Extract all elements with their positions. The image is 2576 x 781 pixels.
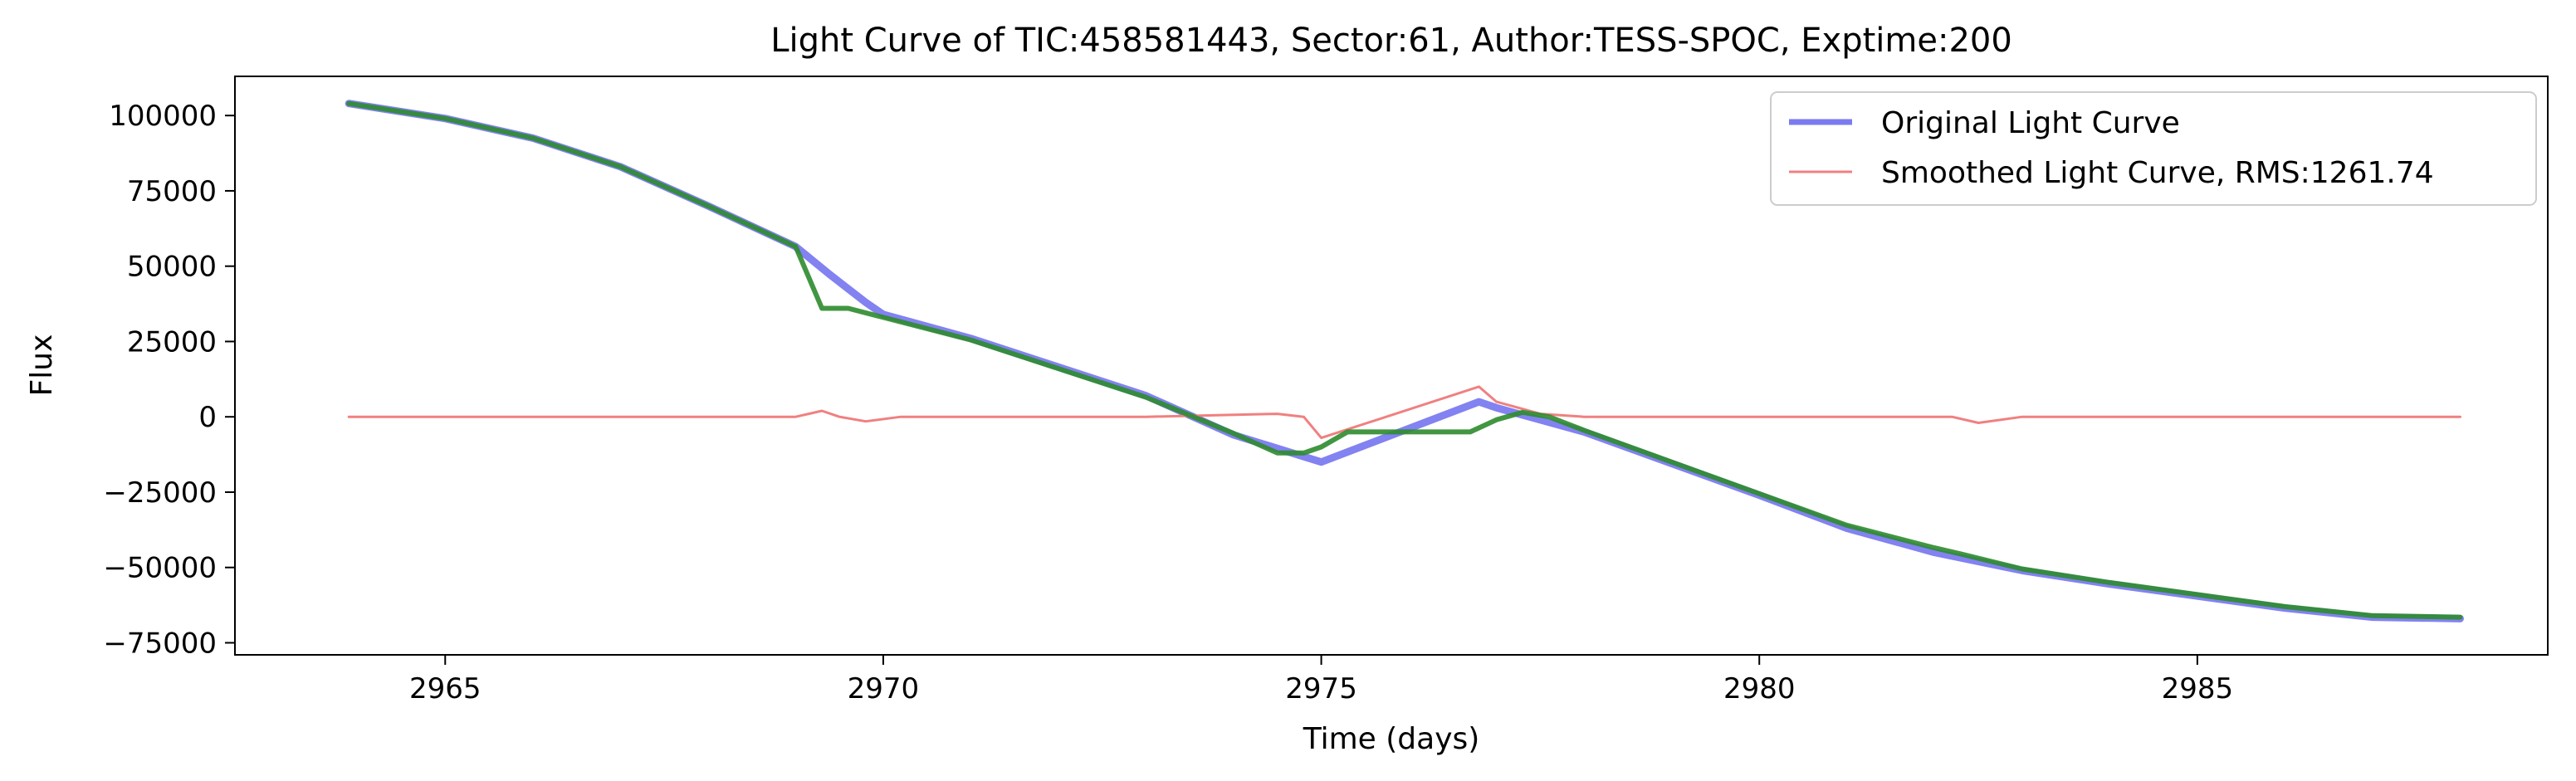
x-tick-label: 2975 bbox=[1285, 672, 1357, 705]
y-tick-label: −75000 bbox=[103, 627, 217, 660]
x-tick-label: 2970 bbox=[848, 672, 920, 705]
series-layer bbox=[345, 100, 2464, 622]
legend-box bbox=[1770, 91, 2537, 206]
y-tick-label: 100000 bbox=[109, 100, 217, 133]
y-axis-label: Flux bbox=[25, 334, 59, 397]
x-axis-label: Time (days) bbox=[1303, 722, 1480, 756]
legend-label-original: Original Light Curve bbox=[1881, 106, 2180, 140]
x-tick-label: 2965 bbox=[409, 672, 481, 705]
y-tick-label: −50000 bbox=[103, 552, 217, 585]
y-tick-label: 25000 bbox=[127, 325, 217, 359]
y-tick-label: 75000 bbox=[127, 175, 217, 208]
legend-label-smoothed: Smoothed Light Curve, RMS:1261.74 bbox=[1881, 156, 2434, 190]
series-fit-curve bbox=[346, 100, 2463, 620]
series-smoothed-light-curve bbox=[347, 385, 2461, 440]
y-axis-ticks: 100000 75000 50000 25000 0 −25000 −50000 −75000 bbox=[103, 100, 235, 660]
x-axis-ticks: 2965 2970 2975 2980 2985 bbox=[409, 655, 2233, 705]
x-tick-label: 2980 bbox=[1723, 672, 1796, 705]
plot-frame bbox=[234, 76, 2549, 656]
y-tick-label: 50000 bbox=[127, 251, 217, 284]
chart-title: Light Curve of TIC:458581443, Sector:61,… bbox=[770, 22, 2012, 60]
y-tick-label: 0 bbox=[198, 401, 217, 434]
legend: Original Light Curve Smoothed Light Curv… bbox=[1770, 91, 2537, 206]
x-tick-label: 2985 bbox=[2162, 672, 2234, 705]
y-tick-label: −25000 bbox=[103, 476, 217, 510]
